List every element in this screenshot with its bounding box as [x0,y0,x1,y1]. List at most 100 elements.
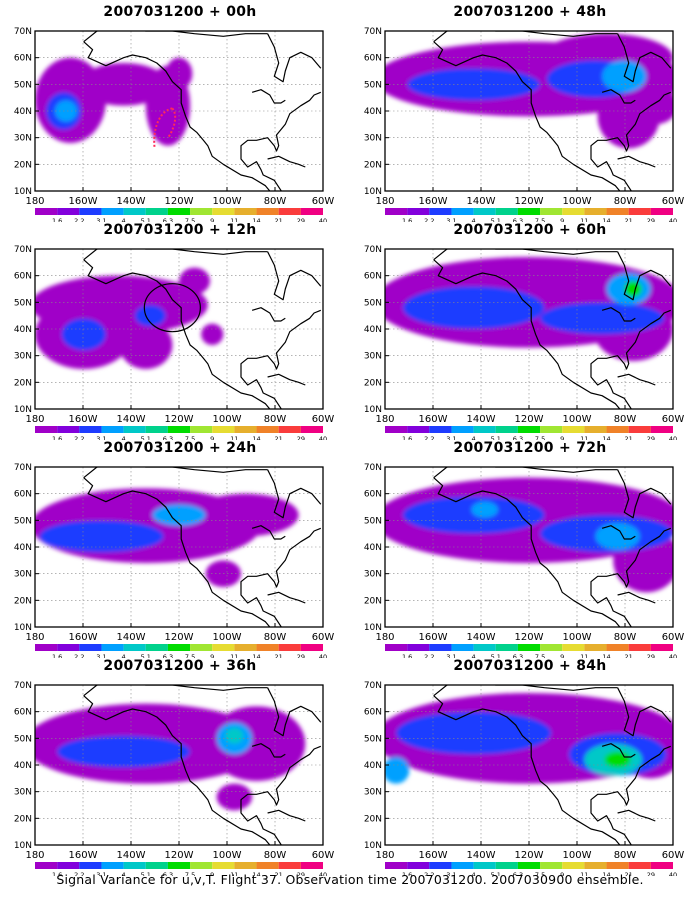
colorbar-label: 40 [319,871,327,876]
variance-contour [57,735,191,768]
variance-contour [134,305,166,327]
x-tick-label: 180 [375,632,394,643]
coastline [83,249,268,261]
coastline [83,259,271,409]
variance-contour [604,751,631,768]
colorbar-swatch [495,426,518,433]
x-tick-label: 140W [467,850,496,861]
y-tick-label: 50N [14,298,32,308]
colorbar-label: 5.1 [141,217,151,222]
variance-contour [216,783,253,811]
y-tick-label: 30N [364,134,382,144]
colorbar-swatch [212,862,235,869]
x-tick-label: 160W [419,414,448,425]
colorbar-swatch [495,862,518,869]
map-panel: 2007031200 + 00h 10N 20N 30N 40N 50N 60N 70N 180… [10,4,350,222]
coastline [617,687,672,737]
y-tick-label: 10N [364,841,382,851]
colorbar-label: 9 [210,435,214,440]
colorbar-label: 21 [625,435,633,440]
map-svg: 10N 20N 30N 40N 50N 60N 70N 180 160W 140W 120W 100W… [14,245,335,440]
colorbar-swatch [429,208,452,215]
colorbar-swatch [429,644,452,651]
colorbar-swatch [35,426,58,433]
y-tick-label: 30N [364,570,382,580]
colorbar-swatch [190,208,213,215]
coastline [617,251,672,301]
y-tick-label: 50N [364,516,382,526]
coastline [251,525,286,540]
colorbar-label: 3.1 [96,217,106,222]
y-tick-label: 60N [14,54,32,64]
colorbar-label: 11 [230,871,238,876]
colorbar-swatch [167,208,191,215]
y-tick-label: 20N [14,378,32,388]
colorbar-swatch [650,426,673,433]
colorbar-label: 6.3 [513,435,523,440]
panel-title: 2007031200 + 48h [453,4,607,20]
coastline [240,309,322,409]
y-tick-label: 40N [14,543,32,553]
x-tick-label: 120W [165,414,194,425]
x-tick-label: 60W [312,632,335,643]
variance-contour [165,57,193,90]
map-panel: 2007031200 + 12h 10N 20N 30N 40N 50N 60N 70N 180… [10,222,350,440]
y-tick-label: 70N [364,681,382,691]
coastline [267,809,306,822]
map-svg: 10N 20N 30N 40N 50N 60N 70N 180 160W 140W 120W 100W… [364,245,685,440]
x-tick-label: 80W [264,414,287,425]
colorbar-swatch [300,426,323,433]
x-tick-label: 120W [515,632,544,643]
colorbar-label: 2.2 [424,217,434,222]
y-tick-label: 40N [364,325,382,335]
colorbar-swatch [167,644,191,651]
colorbar-label: 5.1 [141,653,151,658]
x-tick-label: 140W [467,632,496,643]
y-tick-label: 30N [364,788,382,798]
y-tick-label: 30N [14,570,32,580]
colorbar-swatch [540,644,563,651]
x-tick-label: 160W [69,414,98,425]
colorbar-label: 6.3 [513,871,523,876]
colorbar-swatch [212,426,235,433]
y-tick-label: 70N [364,463,382,473]
x-tick-label: 140W [117,632,146,643]
x-tick-label: 60W [662,632,685,643]
x-tick-label: 140W [467,414,496,425]
map-svg: 10N 20N 30N 40N 50N 60N 70N 180 160W 140W 120W 100W… [14,681,335,876]
colorbar-swatch [628,862,651,869]
x-tick-label: 180 [25,850,44,861]
colorbar-swatch [385,644,408,651]
colorbar-label: 2.2 [424,435,434,440]
colorbar-label: 7.5 [185,217,195,222]
colorbar-label: 29 [297,871,305,876]
colorbar-label: 40 [669,871,677,876]
x-tick-label: 60W [662,850,685,861]
coastline [433,249,618,261]
x-tick-label: 80W [614,414,637,425]
colorbar-swatch [79,208,102,215]
x-tick-label: 100W [213,196,242,207]
y-tick-label: 30N [14,352,32,362]
x-tick-label: 120W [165,196,194,207]
colorbar-swatch [473,862,496,869]
colorbar-label: 9 [560,653,564,658]
coastline [83,695,271,845]
y-tick-label: 40N [364,543,382,553]
colorbar-label: 11 [580,653,588,658]
coastline [240,527,322,627]
colorbar-swatch [190,862,213,869]
colorbar-swatch [385,426,408,433]
panel-title: 2007031200 + 36h [103,658,257,674]
colorbar-swatch [145,862,168,869]
variance-contour [39,520,164,553]
colorbar-swatch [584,426,607,433]
y-tick-label: 60N [364,490,382,500]
colorbar-label: 40 [319,435,327,440]
coastline [240,91,322,191]
x-tick-label: 80W [614,632,637,643]
colorbar-label: 4 [472,435,476,440]
variance-contour [396,711,552,755]
colorbar-label: 3.1 [96,871,106,876]
y-tick-label: 60N [14,708,32,718]
